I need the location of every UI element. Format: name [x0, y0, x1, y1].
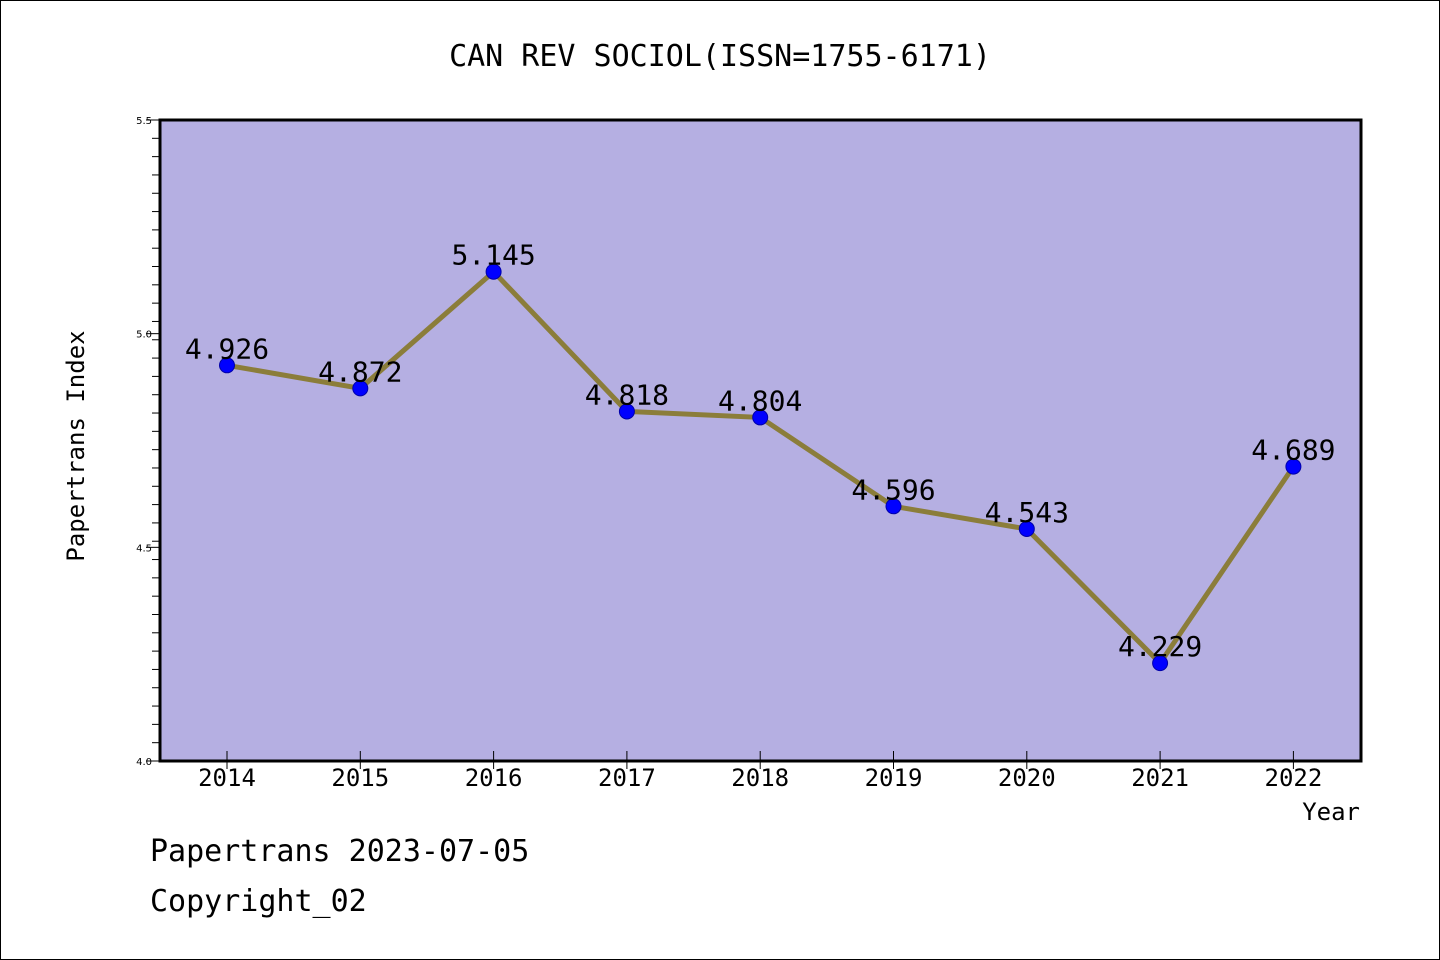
data-label: 4.818	[585, 378, 669, 411]
data-point	[219, 357, 235, 374]
data-point	[752, 409, 769, 426]
y-tick-label: 4.0	[136, 757, 152, 768]
data-label: 4.804	[718, 384, 802, 417]
x-tick-label: 2016	[465, 764, 523, 792]
x-tick-label: 2021	[1131, 764, 1189, 792]
y-tick-label: 5.5	[136, 116, 152, 127]
x-tick-label: 2020	[998, 764, 1056, 792]
series: 4.926 4.872 5.145 4.818 4.804 4.596 4.543 4.229…	[185, 239, 1336, 672]
x-axis: 2014 2015 2016 2017 2018 2019 2020 2021 2022	[198, 751, 1322, 792]
plot-area	[158, 118, 1363, 763]
chart-title: CAN REV SOCIOL(ISSN=1755-6171)	[449, 39, 991, 74]
x-tick-label: 2018	[731, 764, 789, 792]
data-label: 4.543	[985, 496, 1069, 529]
x-axis-label: Year	[1302, 798, 1360, 826]
x-tick-label: 2019	[865, 764, 923, 792]
data-point	[1018, 520, 1035, 537]
data-point	[618, 403, 635, 420]
data-label: 4.872	[318, 355, 402, 388]
data-label: 5.145	[451, 239, 535, 272]
footer-date: Papertrans 2023-07-05	[150, 834, 530, 869]
x-tick-label: 2017	[598, 764, 656, 792]
data-point	[485, 263, 502, 280]
data-label: 4.596	[851, 473, 935, 506]
data-point	[352, 380, 369, 397]
data-point	[1285, 458, 1302, 475]
y-axis: 4.0 4.5 5.0 5.5	[136, 116, 160, 768]
data-label: 4.689	[1251, 434, 1335, 467]
y-tick-label: 5.0	[136, 330, 152, 341]
y-axis-label: Papertrans Index	[62, 330, 90, 561]
data-label: 4.229	[1118, 630, 1202, 663]
data-point	[885, 498, 902, 515]
y-tick-label: 4.5	[136, 543, 152, 554]
data-label: 4.926	[185, 332, 269, 365]
x-tick-label: 2022	[1265, 764, 1323, 792]
data-point	[1152, 655, 1169, 672]
x-tick-label: 2015	[331, 764, 389, 792]
x-tick-label: 2014	[198, 764, 256, 792]
footer-copyright: Copyright_02	[150, 884, 367, 919]
